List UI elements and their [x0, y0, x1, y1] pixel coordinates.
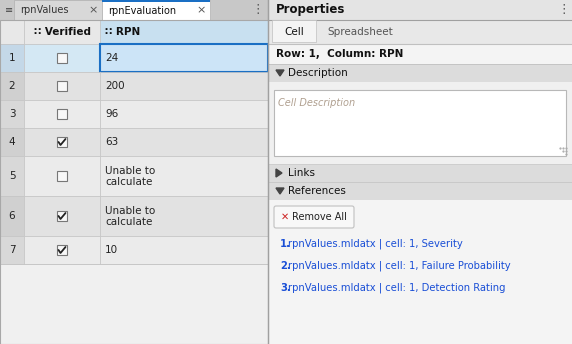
Text: ∷ RPN: ∷ RPN	[105, 27, 140, 37]
Text: 200: 200	[105, 81, 125, 91]
Bar	[100, 196, 268, 236]
Polygon shape	[276, 188, 284, 194]
Text: ×: ×	[88, 5, 98, 15]
Bar	[268, 200, 572, 344]
Bar	[268, 20, 572, 44]
Text: 63: 63	[105, 137, 118, 147]
Bar	[24, 72, 100, 100]
Bar	[24, 128, 100, 156]
Bar	[0, 0, 572, 20]
Bar	[24, 100, 100, 128]
Bar	[24, 196, 100, 236]
Bar	[268, 0, 572, 20]
Text: ×: ×	[196, 5, 206, 15]
Bar	[24, 236, 100, 264]
Bar	[268, 182, 572, 200]
Bar	[0, 20, 268, 344]
Bar	[100, 20, 268, 44]
Text: 3.: 3.	[280, 283, 291, 293]
Text: Cell Description: Cell Description	[278, 98, 355, 108]
Text: 24: 24	[105, 53, 118, 63]
Text: 4: 4	[9, 137, 15, 147]
Text: 96: 96	[105, 109, 118, 119]
Text: 5: 5	[9, 171, 15, 181]
Bar	[100, 128, 268, 156]
Text: calculate: calculate	[105, 217, 152, 227]
Text: ∷ Verified: ∷ Verified	[34, 27, 90, 37]
Bar	[57, 245, 67, 255]
Text: 6: 6	[9, 211, 15, 221]
Bar	[0, 128, 24, 156]
Bar	[100, 72, 268, 100]
FancyBboxPatch shape	[274, 206, 354, 228]
Text: 7: 7	[9, 245, 15, 255]
Text: References: References	[288, 186, 346, 196]
Text: rpnValues.mldatx | cell: 1, Detection Rating: rpnValues.mldatx | cell: 1, Detection Ra…	[288, 283, 506, 293]
Text: Description: Description	[288, 68, 348, 78]
Bar	[57, 81, 67, 91]
Bar	[274, 90, 566, 156]
Bar	[268, 64, 572, 82]
Bar	[0, 44, 24, 72]
Bar	[57, 53, 67, 63]
Text: calculate: calculate	[105, 177, 152, 187]
Bar	[100, 236, 268, 264]
Text: ⋮: ⋮	[252, 3, 264, 17]
Bar	[0, 100, 24, 128]
Bar	[102, 0, 210, 20]
Bar	[57, 109, 67, 119]
Text: ⋮: ⋮	[558, 3, 570, 17]
Text: Links: Links	[288, 168, 315, 178]
Bar	[268, 164, 572, 182]
Text: 1: 1	[9, 53, 15, 63]
Bar	[272, 20, 316, 42]
Polygon shape	[276, 169, 282, 177]
Bar	[0, 264, 268, 344]
Text: Row: 1,  Column: RPN: Row: 1, Column: RPN	[276, 49, 403, 59]
Text: rpnValues.mldatx | cell: 1, Failure Probability: rpnValues.mldatx | cell: 1, Failure Prob…	[288, 261, 511, 271]
Bar	[0, 156, 24, 196]
Bar	[57, 171, 67, 181]
Bar	[14, 0, 102, 20]
Bar	[24, 20, 100, 44]
Text: Spreadsheet: Spreadsheet	[327, 27, 393, 37]
Text: Properties: Properties	[276, 3, 345, 17]
Bar	[100, 100, 268, 128]
Bar	[0, 196, 24, 236]
Bar	[57, 211, 67, 221]
Text: rpnValues.mldatx | cell: 1, Severity: rpnValues.mldatx | cell: 1, Severity	[288, 239, 463, 249]
Bar	[24, 44, 100, 72]
Text: Unable to: Unable to	[105, 206, 155, 216]
Text: Unable to: Unable to	[105, 166, 155, 176]
Text: 1.: 1.	[280, 239, 291, 249]
Bar	[57, 137, 67, 147]
Bar	[24, 156, 100, 196]
Bar	[100, 156, 268, 196]
Bar	[100, 44, 268, 72]
Text: Cell: Cell	[284, 27, 304, 37]
Polygon shape	[276, 70, 284, 76]
Text: rpnValues: rpnValues	[20, 5, 69, 15]
Bar	[268, 44, 572, 64]
Text: 2.: 2.	[280, 261, 291, 271]
Bar	[0, 72, 24, 100]
Text: rpnEvaluation: rpnEvaluation	[108, 6, 176, 15]
Bar	[0, 20, 268, 344]
Text: ✕: ✕	[281, 212, 289, 222]
Bar	[102, 0, 210, 2]
Bar	[268, 82, 572, 164]
Bar	[268, 20, 572, 344]
Text: ≡: ≡	[5, 5, 13, 15]
Text: 10: 10	[105, 245, 118, 255]
Bar	[0, 236, 24, 264]
Text: 2: 2	[9, 81, 15, 91]
Text: Remove All: Remove All	[292, 212, 347, 222]
Text: 3: 3	[9, 109, 15, 119]
Bar	[0, 20, 24, 44]
